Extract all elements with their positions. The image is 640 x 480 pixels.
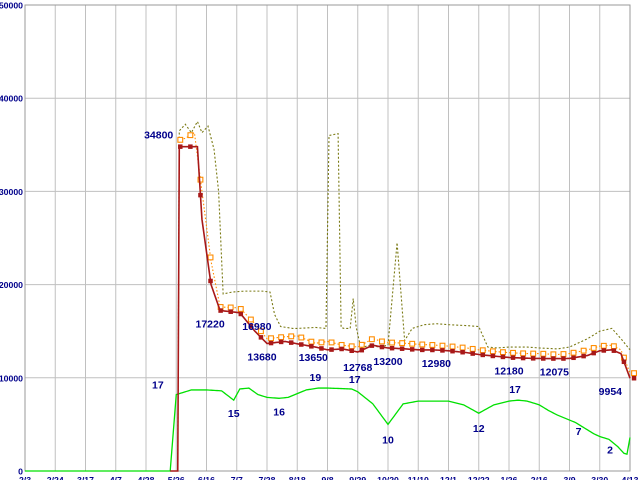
svg-text:13650: 13650: [299, 352, 328, 364]
svg-text:3/9: 3/9: [563, 475, 575, 480]
svg-text:7/7: 7/7: [231, 475, 243, 480]
svg-text:7: 7: [576, 426, 582, 438]
svg-text:12980: 12980: [422, 358, 451, 370]
svg-text:20000: 20000: [0, 280, 23, 290]
svg-text:17: 17: [152, 380, 164, 392]
svg-text:2/16: 2/16: [531, 475, 548, 480]
svg-text:10: 10: [382, 434, 394, 446]
svg-text:11/10: 11/10: [408, 475, 429, 480]
svg-text:40000: 40000: [0, 94, 23, 104]
svg-text:50000: 50000: [0, 1, 23, 11]
svg-text:17: 17: [349, 374, 361, 386]
svg-text:3/30: 3/30: [591, 475, 608, 480]
svg-text:9/8: 9/8: [321, 475, 333, 480]
svg-text:10000: 10000: [0, 373, 23, 383]
svg-text:17220: 17220: [196, 319, 225, 331]
svg-text:12180: 12180: [494, 365, 523, 377]
svg-text:34800: 34800: [144, 130, 173, 142]
svg-text:15: 15: [228, 408, 240, 420]
svg-text:10/20: 10/20: [377, 475, 399, 480]
svg-text:1/26: 1/26: [501, 475, 518, 480]
svg-text:4/28: 4/28: [138, 475, 155, 480]
svg-text:12/1: 12/1: [440, 475, 457, 480]
svg-text:12: 12: [473, 423, 485, 435]
svg-text:7/28: 7/28: [259, 475, 276, 480]
svg-text:3/17: 3/17: [77, 475, 94, 480]
svg-text:4/7: 4/7: [110, 475, 122, 480]
svg-text:9/29: 9/29: [349, 475, 366, 480]
svg-text:17: 17: [509, 384, 521, 396]
svg-text:19: 19: [310, 372, 322, 384]
svg-text:5/26: 5/26: [168, 475, 185, 480]
svg-text:12/22: 12/22: [468, 475, 490, 480]
svg-text:13680: 13680: [247, 352, 276, 364]
svg-text:6/16: 6/16: [198, 475, 215, 480]
svg-text:4/13: 4/13: [622, 475, 639, 480]
svg-text:8/18: 8/18: [289, 475, 306, 480]
svg-text:0: 0: [18, 467, 23, 477]
svg-text:9954: 9954: [599, 386, 623, 398]
svg-text:2/24: 2/24: [47, 475, 64, 480]
svg-text:16: 16: [273, 406, 285, 418]
svg-text:2: 2: [607, 445, 613, 457]
svg-text:12075: 12075: [540, 366, 569, 378]
svg-text:30000: 30000: [0, 187, 23, 197]
svg-text:13200: 13200: [373, 356, 402, 368]
svg-text:16980: 16980: [242, 321, 271, 333]
svg-text:12768: 12768: [343, 362, 372, 374]
